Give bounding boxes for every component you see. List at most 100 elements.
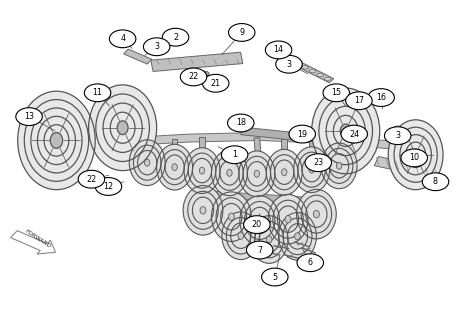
Ellipse shape <box>200 167 205 174</box>
Ellipse shape <box>129 140 165 186</box>
Circle shape <box>202 74 229 92</box>
Text: 19: 19 <box>297 130 307 138</box>
Circle shape <box>180 68 207 86</box>
Ellipse shape <box>388 120 443 190</box>
Circle shape <box>289 125 316 143</box>
Ellipse shape <box>397 141 404 145</box>
Polygon shape <box>285 172 291 196</box>
Ellipse shape <box>227 169 232 176</box>
Circle shape <box>221 146 248 164</box>
Ellipse shape <box>268 195 308 244</box>
Ellipse shape <box>312 88 380 174</box>
Polygon shape <box>282 139 287 172</box>
Ellipse shape <box>398 131 405 134</box>
Circle shape <box>297 254 323 271</box>
Ellipse shape <box>257 217 263 224</box>
Ellipse shape <box>309 166 314 173</box>
Circle shape <box>109 30 136 48</box>
Polygon shape <box>151 52 243 71</box>
Ellipse shape <box>183 186 223 235</box>
Circle shape <box>323 84 349 102</box>
Circle shape <box>16 108 42 125</box>
Ellipse shape <box>156 144 192 190</box>
Ellipse shape <box>401 136 409 139</box>
Circle shape <box>368 89 394 107</box>
Polygon shape <box>203 191 322 204</box>
Text: 1: 1 <box>232 150 237 159</box>
Ellipse shape <box>238 232 244 239</box>
Ellipse shape <box>228 213 234 220</box>
Ellipse shape <box>310 70 316 73</box>
Text: 3: 3 <box>395 131 400 140</box>
Circle shape <box>265 41 292 59</box>
Circle shape <box>305 154 331 172</box>
Ellipse shape <box>282 169 287 176</box>
Ellipse shape <box>211 150 247 196</box>
Ellipse shape <box>89 85 156 171</box>
Ellipse shape <box>239 151 275 197</box>
Circle shape <box>78 170 105 188</box>
Ellipse shape <box>266 149 302 195</box>
Circle shape <box>246 241 273 259</box>
Polygon shape <box>402 142 431 155</box>
Text: 24: 24 <box>349 130 359 138</box>
Text: 17: 17 <box>354 96 364 105</box>
Text: 7: 7 <box>257 246 262 255</box>
Polygon shape <box>89 128 125 143</box>
Ellipse shape <box>199 71 209 76</box>
Ellipse shape <box>411 149 420 160</box>
Polygon shape <box>228 170 244 212</box>
Text: 8: 8 <box>433 177 438 186</box>
Ellipse shape <box>317 73 323 77</box>
Text: 4: 4 <box>120 34 125 43</box>
Text: 10: 10 <box>409 153 419 162</box>
Ellipse shape <box>117 121 128 135</box>
Ellipse shape <box>211 192 251 241</box>
Circle shape <box>401 149 428 167</box>
Polygon shape <box>105 132 402 150</box>
Text: 3: 3 <box>286 60 292 69</box>
Polygon shape <box>309 141 315 170</box>
Polygon shape <box>72 136 105 147</box>
Ellipse shape <box>295 233 301 240</box>
Ellipse shape <box>50 133 63 148</box>
Text: 22: 22 <box>188 72 199 81</box>
Ellipse shape <box>294 62 301 65</box>
Ellipse shape <box>394 126 401 130</box>
Text: 5: 5 <box>272 272 277 281</box>
Text: 18: 18 <box>236 118 246 128</box>
Circle shape <box>84 84 111 102</box>
Circle shape <box>228 114 254 132</box>
Polygon shape <box>199 137 205 171</box>
Text: 2: 2 <box>173 33 178 42</box>
Circle shape <box>341 125 367 143</box>
Ellipse shape <box>340 124 351 138</box>
Ellipse shape <box>18 91 95 190</box>
Polygon shape <box>91 137 147 144</box>
Text: 15: 15 <box>331 88 341 97</box>
Circle shape <box>346 92 372 110</box>
Ellipse shape <box>206 76 216 81</box>
Ellipse shape <box>313 211 319 218</box>
Ellipse shape <box>200 207 206 214</box>
Text: 6: 6 <box>308 258 313 267</box>
Text: 3: 3 <box>154 42 159 51</box>
Ellipse shape <box>321 143 357 189</box>
Text: 21: 21 <box>210 79 221 88</box>
Circle shape <box>384 127 411 145</box>
Circle shape <box>95 178 122 196</box>
Text: 22: 22 <box>86 175 97 184</box>
Ellipse shape <box>240 196 280 245</box>
Polygon shape <box>241 127 304 141</box>
Polygon shape <box>145 141 150 163</box>
Circle shape <box>422 173 449 191</box>
Ellipse shape <box>250 216 288 263</box>
Text: 11: 11 <box>92 88 102 97</box>
Ellipse shape <box>213 79 223 84</box>
Ellipse shape <box>302 66 309 69</box>
Ellipse shape <box>294 147 329 193</box>
Ellipse shape <box>184 148 220 194</box>
Circle shape <box>276 55 302 73</box>
Ellipse shape <box>297 189 336 239</box>
Circle shape <box>228 24 255 41</box>
